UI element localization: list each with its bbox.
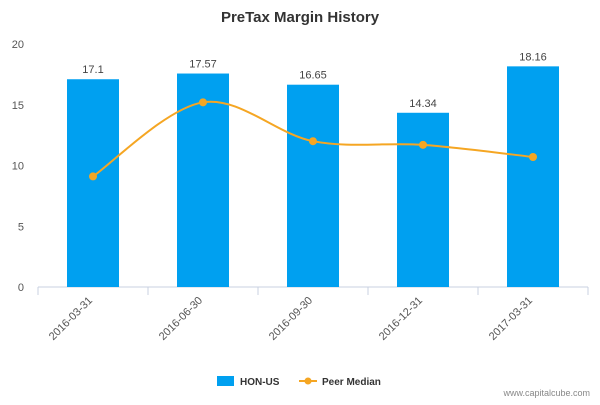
- bar-data-label: 16.65: [299, 70, 327, 82]
- peer-median-series: [89, 98, 537, 181]
- bar: [67, 79, 119, 287]
- x-tick-label: 2016-06-30: [157, 295, 205, 343]
- x-tick-label: 2016-09-30: [267, 295, 315, 343]
- source-credit: www.capitalcube.com: [502, 388, 590, 398]
- legend-swatch-hon-us: [217, 376, 234, 386]
- x-axis: 2016-03-31 2016-06-30 2016-09-30 2016-12-31…: [37, 286, 589, 343]
- bar: [177, 73, 229, 287]
- chart-title: PreTax Margin History: [221, 9, 380, 26]
- legend-label-hon-us: HON-US: [240, 377, 280, 388]
- y-tick-label: 5: [18, 221, 24, 233]
- y-tick-label: 15: [12, 100, 24, 112]
- y-tick-label: 0: [18, 282, 24, 294]
- y-tick-label: 20: [12, 39, 24, 51]
- x-tick-label: 2016-12-31: [377, 295, 425, 343]
- peer-median-point: [419, 140, 427, 149]
- bar: [397, 112, 449, 287]
- legend-label-peer-median: Peer Median: [322, 377, 381, 388]
- bar-series: [67, 66, 559, 287]
- peer-median-point: [199, 98, 207, 107]
- legend-swatch-peer-median-marker: [304, 377, 312, 385]
- bar-data-label: 18.16: [519, 51, 547, 63]
- y-axis: 0 5 10 15 20: [12, 39, 24, 294]
- bar: [287, 84, 339, 287]
- peer-median-point: [89, 172, 97, 181]
- peer-median-point: [309, 137, 317, 146]
- bar: [507, 66, 559, 287]
- bar-data-label: 17.1: [82, 64, 103, 76]
- bar-data-label: 17.57: [189, 59, 217, 71]
- bar-data-label: 14.34: [409, 98, 437, 110]
- y-tick-label: 10: [12, 161, 24, 173]
- bar-data-labels: 17.1 17.57 16.65 14.34 18.16: [82, 51, 546, 109]
- x-tick-label: 2017-03-31: [487, 295, 535, 343]
- peer-median-point: [529, 152, 537, 161]
- legend: HON-US Peer Median: [217, 376, 381, 388]
- x-tick-label: 2016-03-31: [47, 295, 95, 343]
